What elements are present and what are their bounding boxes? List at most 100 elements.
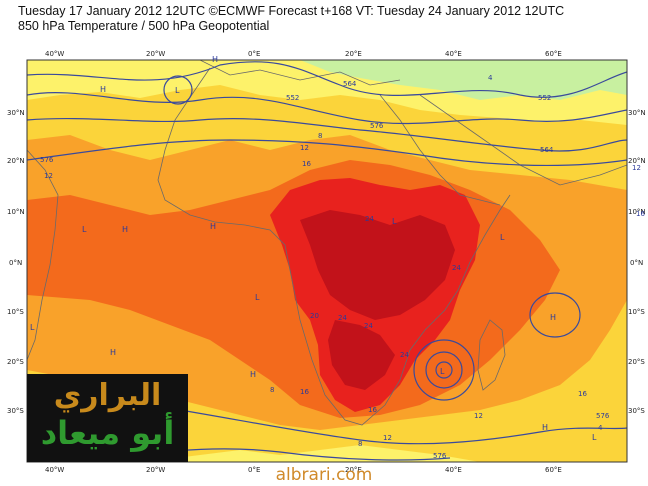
- low-pressure-label: L: [440, 367, 445, 376]
- lon-top-label: 40°E: [445, 50, 462, 58]
- isotherm-label: 24: [400, 351, 409, 359]
- low-pressure-label: L: [392, 217, 397, 226]
- high-pressure-label: H: [250, 370, 256, 379]
- lat-right-label: 20°S: [628, 358, 645, 366]
- geopotential-label: 564: [343, 80, 357, 88]
- temp-band-gt-24-south: [328, 320, 395, 390]
- lon-top-label: 60°E: [545, 50, 562, 58]
- pressure-centers: H L H L H L H H L H L L H L H L: [30, 55, 597, 442]
- lat-left-label: 30°N: [7, 109, 25, 117]
- logo-line-abu-miaad: أبو ميعاد: [40, 414, 175, 452]
- geopotential-label: 564: [540, 146, 554, 154]
- high-pressure-label: H: [110, 348, 116, 357]
- high-pressure-label: H: [550, 313, 556, 322]
- lon-top-label: 40°W: [45, 50, 64, 58]
- isotherm-label: 12: [300, 144, 309, 152]
- map-title: Tuesday 17 January 2012 12UTC ©ECMWF For…: [18, 4, 638, 34]
- coastline-red-sea: [379, 94, 501, 206]
- latitude-left-labels: 30°N 20°N 10°N 0°N 10°S 20°S 30°S: [7, 109, 25, 415]
- site-logo: البراري أبو ميعاد: [27, 374, 188, 462]
- lon-bottom-label: 40°E: [445, 466, 462, 474]
- longitude-bottom-labels: 40°W 20°W 0°E 20°E 40°E 60°E: [45, 466, 562, 474]
- lat-left-label: 20°S: [7, 358, 24, 366]
- high-pressure-label: H: [210, 222, 216, 231]
- isotherm-labels: 12 16 12 8 4 12 16 24 24 20 24 24 24 16 …: [44, 74, 645, 448]
- forecast-title-line: Tuesday 17 January 2012 12UTC ©ECMWF For…: [18, 4, 565, 18]
- geopotential-label: 576: [40, 156, 54, 164]
- isotherm-label: 4: [598, 424, 603, 432]
- low-pressure-label: L: [30, 323, 35, 332]
- high-pressure-label: H: [212, 55, 218, 64]
- geopotential-label: 576: [596, 412, 610, 420]
- logo-line-albrari: البراري: [53, 378, 162, 413]
- isotherm-label: 8: [318, 132, 322, 140]
- low-pressure-label: L: [82, 225, 87, 234]
- isotherm-label: 12: [474, 412, 483, 420]
- contour-line: [27, 139, 627, 167]
- lon-bottom-label: 40°W: [45, 466, 64, 474]
- field-subtitle-line: 850 hPa Temperature / 500 hPa Geopotenti…: [18, 19, 270, 33]
- coastline-arabia: [419, 94, 627, 186]
- geopotential-label: 552: [538, 94, 551, 102]
- lat-right-label: 10°N: [628, 208, 646, 216]
- low-pressure-label: L: [175, 86, 180, 95]
- isotherm-label: 16: [636, 210, 645, 218]
- website-link[interactable]: albrari.com: [275, 465, 373, 485]
- lat-right-label: 10°S: [628, 308, 645, 316]
- lon-top-label: 20°W: [146, 50, 165, 58]
- isotherm-label: 16: [302, 160, 311, 168]
- lon-top-label: 0°E: [248, 50, 260, 58]
- isotherm-label: 20: [310, 312, 319, 320]
- isotherm-label: 16: [300, 388, 309, 396]
- lon-bottom-label: 0°E: [248, 466, 260, 474]
- coastlines: [27, 60, 627, 426]
- lat-right-label: 30°S: [628, 407, 645, 415]
- contour-low-mozambique-1: [435, 361, 453, 379]
- contour-line: [27, 117, 627, 152]
- geopotential-label: 576: [370, 122, 384, 130]
- isotherm-label: 24: [452, 264, 461, 272]
- map-frame: [26, 59, 628, 463]
- isotherm-label: 4: [488, 74, 493, 82]
- coastline-brazil: [27, 149, 59, 361]
- isotherm-label: 24: [364, 322, 373, 330]
- lon-bottom-label: 20°W: [146, 466, 165, 474]
- isotherm-label: 24: [338, 314, 347, 322]
- contour-line: [27, 92, 627, 125]
- latitude-right-labels: 30°N 20°N 10°N 0°N 10°S 20°S 30°S: [628, 109, 646, 415]
- low-pressure-label: L: [592, 433, 597, 442]
- lon-top-label: 20°E: [345, 50, 362, 58]
- high-pressure-label: H: [542, 423, 548, 432]
- isotherm-label: 16: [578, 390, 587, 398]
- lon-bottom-label: 60°E: [545, 466, 562, 474]
- lat-right-label: 30°N: [628, 109, 646, 117]
- contour-line: [27, 61, 627, 98]
- lat-left-label: 30°S: [7, 407, 24, 415]
- isotherm-label: 8: [270, 386, 274, 394]
- high-pressure-label: H: [100, 85, 106, 94]
- lat-left-label: 20°N: [7, 157, 25, 165]
- lat-left-label: 10°S: [7, 308, 24, 316]
- coastline-madagascar: [477, 319, 506, 391]
- isotherm-label: 24: [365, 215, 374, 223]
- isotherm-label: 12: [44, 172, 53, 180]
- temp-band-gt-24-central: [300, 210, 455, 320]
- contour-low-mozambique-2: [425, 351, 463, 389]
- high-pressure-label: H: [122, 225, 128, 234]
- isotherm-label: 16: [368, 406, 377, 414]
- longitude-top-labels: 40°W 20°W 0°E 20°E 40°E 60°E: [45, 50, 562, 58]
- lon-bottom-label: 20°E: [345, 466, 362, 474]
- lat-right-label: 0°N: [630, 259, 643, 267]
- isotherm-label: 8: [358, 440, 362, 448]
- geopotential-label: 552: [286, 94, 299, 102]
- isotherm-label: 12: [383, 434, 392, 442]
- coastline-europe: [199, 60, 401, 86]
- contour-low-center-atlantic: [163, 75, 193, 105]
- contour-high-indian-ocean: [529, 292, 581, 338]
- coastline-west-africa: [157, 67, 511, 426]
- lat-left-label: 0°N: [9, 259, 22, 267]
- contour-low-mozambique-3: [413, 339, 475, 401]
- lat-left-label: 10°N: [7, 208, 25, 216]
- geopotential-label: 576: [433, 452, 447, 460]
